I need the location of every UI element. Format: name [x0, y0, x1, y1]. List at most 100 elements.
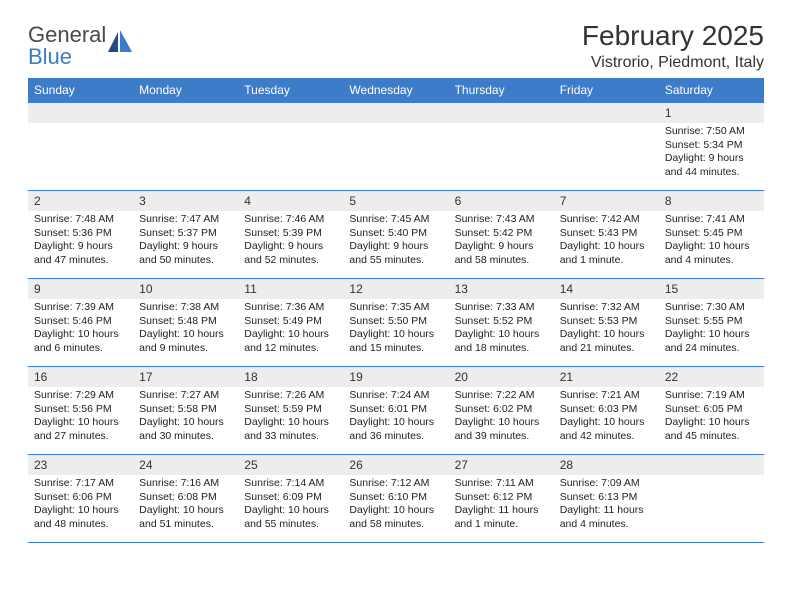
- calendar-week-row: 16Sunrise: 7:29 AMSunset: 5:56 PMDayligh…: [28, 367, 764, 455]
- day-body: Sunrise: 7:29 AMSunset: 5:56 PMDaylight:…: [28, 387, 133, 448]
- day-body: Sunrise: 7:50 AMSunset: 5:34 PMDaylight:…: [659, 123, 764, 184]
- day-info-line: Sunrise: 7:16 AM: [139, 477, 232, 491]
- day-info-line: Daylight: 10 hours: [34, 328, 127, 342]
- day-info-line: Sunset: 6:05 PM: [665, 403, 758, 417]
- day-info-line: Sunrise: 7:19 AM: [665, 389, 758, 403]
- day-info-line: and 4 minutes.: [665, 254, 758, 268]
- day-info-line: and 4 minutes.: [560, 518, 653, 532]
- day-number: 5: [343, 191, 448, 211]
- calendar-day-cell: 2Sunrise: 7:48 AMSunset: 5:36 PMDaylight…: [28, 191, 133, 279]
- calendar-day-cell: 27Sunrise: 7:11 AMSunset: 6:12 PMDayligh…: [449, 455, 554, 543]
- day-body: Sunrise: 7:46 AMSunset: 5:39 PMDaylight:…: [238, 211, 343, 272]
- day-number: 16: [28, 367, 133, 387]
- day-info-line: and 24 minutes.: [665, 342, 758, 356]
- logo-text: General Blue: [28, 24, 106, 68]
- calendar-day-cell: [28, 103, 133, 191]
- calendar-day-cell: 24Sunrise: 7:16 AMSunset: 6:08 PMDayligh…: [133, 455, 238, 543]
- day-info-line: Daylight: 10 hours: [244, 504, 337, 518]
- calendar-day-cell: 18Sunrise: 7:26 AMSunset: 5:59 PMDayligh…: [238, 367, 343, 455]
- day-body: [343, 123, 448, 173]
- calendar-day-cell: 9Sunrise: 7:39 AMSunset: 5:46 PMDaylight…: [28, 279, 133, 367]
- calendar-week-row: 23Sunrise: 7:17 AMSunset: 6:06 PMDayligh…: [28, 455, 764, 543]
- day-info-line: Sunset: 5:42 PM: [455, 227, 548, 241]
- title-block: February 2025 Vistrorio, Piedmont, Italy: [582, 20, 764, 72]
- day-info-line: Sunrise: 7:43 AM: [455, 213, 548, 227]
- day-info-line: and 18 minutes.: [455, 342, 548, 356]
- day-info-line: Daylight: 10 hours: [34, 504, 127, 518]
- day-info-line: Sunrise: 7:27 AM: [139, 389, 232, 403]
- calendar-day-cell: 22Sunrise: 7:19 AMSunset: 6:05 PMDayligh…: [659, 367, 764, 455]
- day-body: Sunrise: 7:27 AMSunset: 5:58 PMDaylight:…: [133, 387, 238, 448]
- calendar-day-cell: 14Sunrise: 7:32 AMSunset: 5:53 PMDayligh…: [554, 279, 659, 367]
- day-info-line: Sunset: 5:40 PM: [349, 227, 442, 241]
- day-info-line: Sunset: 5:58 PM: [139, 403, 232, 417]
- day-info-line: Daylight: 10 hours: [560, 416, 653, 430]
- day-body: Sunrise: 7:17 AMSunset: 6:06 PMDaylight:…: [28, 475, 133, 536]
- day-header-row: Sunday Monday Tuesday Wednesday Thursday…: [28, 78, 764, 103]
- location-text: Vistrorio, Piedmont, Italy: [582, 54, 764, 72]
- day-info-line: Daylight: 10 hours: [139, 328, 232, 342]
- day-info-line: and 58 minutes.: [455, 254, 548, 268]
- day-info-line: Daylight: 10 hours: [560, 240, 653, 254]
- day-info-line: Sunrise: 7:39 AM: [34, 301, 127, 315]
- day-number: 11: [238, 279, 343, 299]
- calendar-day-cell: 21Sunrise: 7:21 AMSunset: 6:03 PMDayligh…: [554, 367, 659, 455]
- day-body: Sunrise: 7:30 AMSunset: 5:55 PMDaylight:…: [659, 299, 764, 360]
- day-info-line: Daylight: 10 hours: [349, 416, 442, 430]
- day-number: 7: [554, 191, 659, 211]
- day-info-line: Sunset: 5:56 PM: [34, 403, 127, 417]
- calendar-day-cell: 10Sunrise: 7:38 AMSunset: 5:48 PMDayligh…: [133, 279, 238, 367]
- day-info-line: Sunrise: 7:38 AM: [139, 301, 232, 315]
- day-info-line: Sunrise: 7:24 AM: [349, 389, 442, 403]
- day-info-line: Daylight: 10 hours: [455, 416, 548, 430]
- day-number: 2: [28, 191, 133, 211]
- day-info-line: Sunset: 5:43 PM: [560, 227, 653, 241]
- day-info-line: Sunset: 5:34 PM: [665, 139, 758, 153]
- day-info-line: and 21 minutes.: [560, 342, 653, 356]
- month-title: February 2025: [582, 20, 764, 52]
- day-info-line: and 9 minutes.: [139, 342, 232, 356]
- day-number: 25: [238, 455, 343, 475]
- calendar-week-row: 2Sunrise: 7:48 AMSunset: 5:36 PMDaylight…: [28, 191, 764, 279]
- day-info-line: and 27 minutes.: [34, 430, 127, 444]
- calendar-week-row: 9Sunrise: 7:39 AMSunset: 5:46 PMDaylight…: [28, 279, 764, 367]
- day-body: [554, 123, 659, 173]
- calendar-week-row: 1Sunrise: 7:50 AMSunset: 5:34 PMDaylight…: [28, 103, 764, 191]
- day-info-line: Sunset: 5:48 PM: [139, 315, 232, 329]
- day-info-line: Sunset: 6:12 PM: [455, 491, 548, 505]
- day-info-line: Daylight: 10 hours: [244, 416, 337, 430]
- day-number: 21: [554, 367, 659, 387]
- day-info-line: Sunset: 6:06 PM: [34, 491, 127, 505]
- day-number: 3: [133, 191, 238, 211]
- day-body: [28, 123, 133, 173]
- day-number: 6: [449, 191, 554, 211]
- day-info-line: Sunset: 5:37 PM: [139, 227, 232, 241]
- day-number: 23: [28, 455, 133, 475]
- day-header: Friday: [554, 78, 659, 103]
- day-number: 1: [659, 103, 764, 123]
- calendar-day-cell: 12Sunrise: 7:35 AMSunset: 5:50 PMDayligh…: [343, 279, 448, 367]
- calendar-day-cell: 15Sunrise: 7:30 AMSunset: 5:55 PMDayligh…: [659, 279, 764, 367]
- day-number: 17: [133, 367, 238, 387]
- day-info-line: Sunrise: 7:47 AM: [139, 213, 232, 227]
- day-body: [238, 123, 343, 173]
- day-info-line: Daylight: 9 hours: [455, 240, 548, 254]
- day-info-line: Sunrise: 7:30 AM: [665, 301, 758, 315]
- day-info-line: Sunrise: 7:17 AM: [34, 477, 127, 491]
- day-info-line: Sunset: 6:10 PM: [349, 491, 442, 505]
- day-body: Sunrise: 7:38 AMSunset: 5:48 PMDaylight:…: [133, 299, 238, 360]
- day-number: [238, 103, 343, 123]
- day-info-line: and 39 minutes.: [455, 430, 548, 444]
- day-info-line: Sunrise: 7:21 AM: [560, 389, 653, 403]
- day-info-line: and 55 minutes.: [244, 518, 337, 532]
- day-info-line: Sunrise: 7:42 AM: [560, 213, 653, 227]
- day-info-line: and 1 minute.: [560, 254, 653, 268]
- day-info-line: and 42 minutes.: [560, 430, 653, 444]
- day-info-line: Daylight: 10 hours: [665, 240, 758, 254]
- day-number: [28, 103, 133, 123]
- day-body: Sunrise: 7:11 AMSunset: 6:12 PMDaylight:…: [449, 475, 554, 536]
- day-number: 9: [28, 279, 133, 299]
- day-info-line: Daylight: 9 hours: [665, 152, 758, 166]
- day-info-line: Sunset: 6:13 PM: [560, 491, 653, 505]
- calendar-day-cell: [238, 103, 343, 191]
